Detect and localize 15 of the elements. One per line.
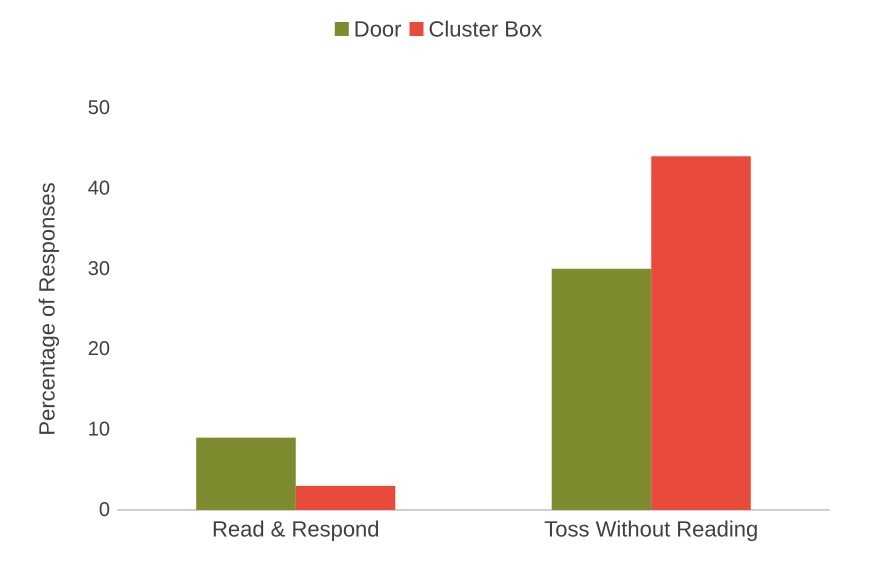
x-tick-label: Toss Without Reading	[544, 516, 758, 542]
x-tick-label: Read & Respond	[212, 516, 380, 542]
y-tick-label: 0	[98, 499, 110, 521]
bar	[552, 268, 652, 510]
legend-label: Cluster Box	[428, 16, 542, 42]
bar	[196, 438, 296, 510]
y-tick-label: 40	[88, 177, 110, 200]
y-tick-label: 50	[88, 97, 110, 119]
y-axis-title: Percentage of Responses	[34, 182, 60, 436]
y-tick-label: 30	[88, 258, 110, 280]
y-tick-label: 10	[88, 418, 110, 441]
legend-label: Door	[354, 16, 402, 42]
bar	[651, 156, 751, 510]
bar	[296, 486, 396, 510]
y-tick-label: 20	[88, 338, 110, 360]
